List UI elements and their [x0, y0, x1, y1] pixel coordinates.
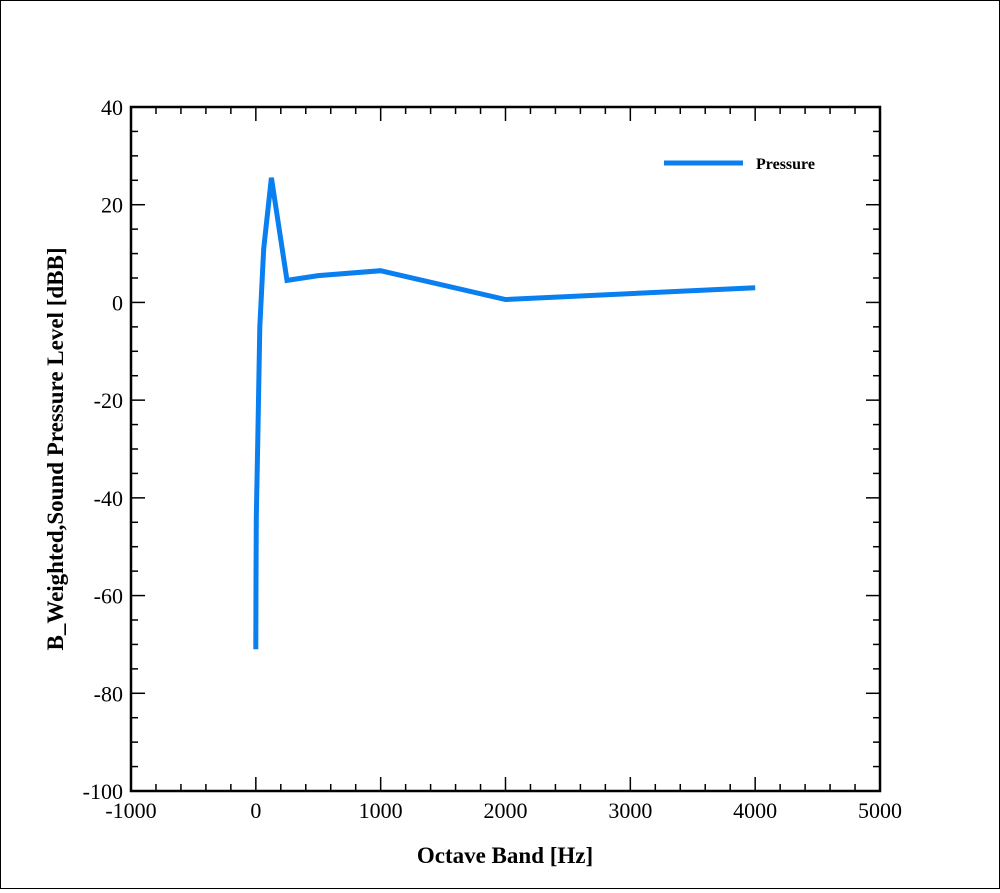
y-tick-label: -100: [83, 779, 123, 804]
axis-ticks: [131, 107, 880, 791]
y-axis-title: B_Weighted,Sound Pressure Level [dBB]: [43, 248, 68, 651]
x-tick-label: 4000: [733, 798, 777, 823]
legend: Pressure: [664, 156, 815, 173]
y-tick-label: -60: [94, 584, 123, 609]
y-tick-label: -20: [94, 388, 123, 413]
x-tick-label: 0: [250, 798, 261, 823]
legend-label: Pressure: [756, 156, 815, 173]
y-tick-label: 0: [112, 290, 123, 315]
x-tick-label: 2000: [484, 798, 528, 823]
series-group: [256, 178, 756, 650]
y-tick-label: 40: [101, 95, 123, 120]
plot-area: [131, 107, 880, 791]
x-tick-label: 3000: [608, 798, 652, 823]
x-tick-label: 1000: [359, 798, 403, 823]
series-line-pressure: [256, 178, 755, 650]
x-axis-title: Octave Band [Hz]: [417, 843, 593, 868]
x-tick-label: 5000: [858, 798, 902, 823]
y-tick-label: 20: [101, 193, 123, 218]
y-tick-label: -80: [94, 681, 123, 706]
y-tick-label: -40: [94, 486, 123, 511]
